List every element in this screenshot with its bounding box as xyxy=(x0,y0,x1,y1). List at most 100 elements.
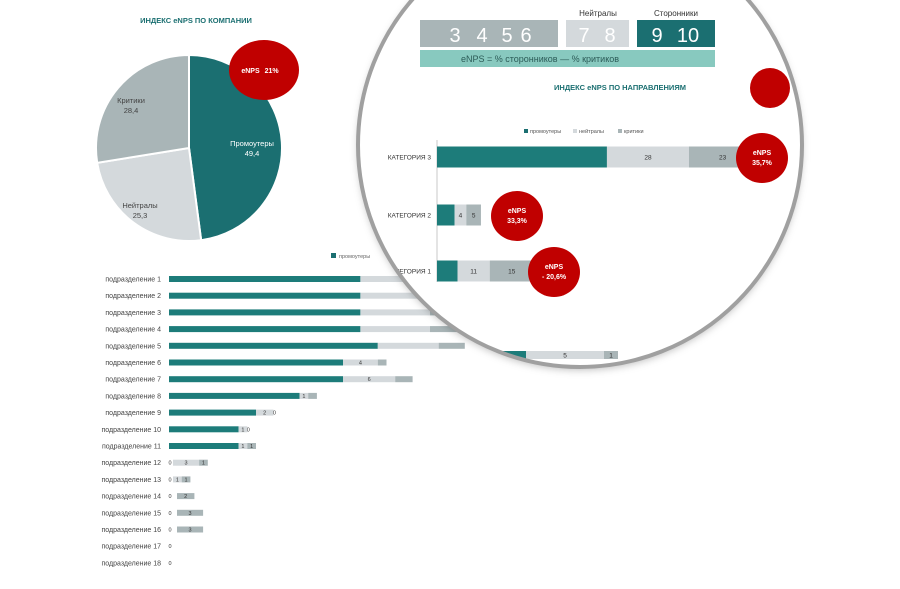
direction-bar-2 xyxy=(454,204,467,226)
division-bar-value: 3 xyxy=(189,528,192,534)
division-bar-1 xyxy=(169,292,361,299)
division-bar-3 xyxy=(199,459,208,466)
direction-chart-title: ИНДЕКС eNPS ПО НАПРАВЛЕНИЯМ xyxy=(554,83,686,92)
division-bar-value: 0 xyxy=(168,544,171,550)
division-bar-2 xyxy=(299,392,309,399)
division-bar-3 xyxy=(308,392,317,399)
divisions-bar-chart: подразделение 1 подразделение 2 подразделе… xyxy=(102,276,465,567)
direction-bar-3 xyxy=(466,204,481,226)
scale-digit: 8 xyxy=(604,25,615,47)
lens-bar-value: 5 xyxy=(501,387,505,394)
division-bar-2 xyxy=(360,292,430,299)
division-bar-1 xyxy=(169,426,239,433)
svg-text:eNPS 21%: eNPS 21% xyxy=(241,68,279,75)
direction-enps-badge xyxy=(528,247,580,297)
division-bar-2 xyxy=(173,476,182,483)
direction-enps-badge-value: 33,3% xyxy=(507,218,528,225)
lens-bar-segment xyxy=(465,368,540,376)
lens-bar-segment xyxy=(526,351,604,359)
direction-bar-1 xyxy=(437,260,458,282)
division-bar-value: 2 xyxy=(184,494,187,500)
lens-bar-segment xyxy=(465,385,540,393)
division-bar-value: 2 xyxy=(263,411,266,417)
pie-slice-3 xyxy=(95,53,190,164)
direction-bar-value: 5 xyxy=(472,213,476,220)
pie-slice-1 xyxy=(188,53,283,242)
division-bar-1 xyxy=(169,443,239,449)
lens-bar-value: 5 xyxy=(578,387,582,394)
direction-category-label: КАТЕГОРИЯ 3 xyxy=(388,155,432,162)
division-bar-value: 1 xyxy=(176,477,179,483)
division-bar-1 xyxy=(169,376,343,383)
direction-enps-badge xyxy=(736,133,788,183)
score-scale: 3 4 5 6 7 8 9 10 Нейтралы Сторонники eNPS = % с… xyxy=(420,9,715,67)
division-label: подразделение 3 xyxy=(105,310,161,317)
direction-enps-badge-value: - 20,6% xyxy=(542,274,567,281)
scale-digit: 10 xyxy=(677,25,699,47)
division-label: подразделение 9 xyxy=(105,410,161,417)
enps-formula: eNPS = % сторонников — % критиков xyxy=(461,54,619,64)
lens-bar-segment xyxy=(465,420,604,428)
division-bar-3 xyxy=(395,376,413,383)
division-bar-2 xyxy=(360,276,430,282)
pie-slice-value-1: 49,4 xyxy=(245,149,260,158)
division-bar-1 xyxy=(169,392,300,399)
division-bar-2 xyxy=(238,426,248,433)
lens-bar-segment xyxy=(378,420,465,428)
lens-bar-value: 2 xyxy=(554,370,558,377)
pie-slice-value-3: 28,4 xyxy=(124,106,139,115)
lens-bar-segment xyxy=(378,403,465,411)
lens-bar-segment xyxy=(540,385,619,393)
direction-bar-value: 15 xyxy=(508,269,516,276)
direction-bar-1 xyxy=(437,204,455,226)
division-label: подразделение 13 xyxy=(102,477,162,484)
watermark-text: Ак xyxy=(686,397,700,411)
direction-bar-value: 4 xyxy=(459,213,463,220)
division-bar-1 xyxy=(169,409,256,416)
division-bar-value: 0 xyxy=(168,494,171,500)
direction-category-label: КАТЕГОРИЯ 2 xyxy=(388,213,432,220)
division-label: подразделение 15 xyxy=(102,510,162,517)
scale-digit: 7 xyxy=(578,25,589,47)
direction-enps-badge-value: 35,7% xyxy=(752,160,773,167)
division-bar-3 xyxy=(377,359,387,366)
lens-bar-segment xyxy=(604,351,618,359)
pie-slice-value-2: 25,3 xyxy=(133,211,148,220)
division-label: подразделение 17 xyxy=(102,544,162,551)
lens-bar-segment xyxy=(378,385,465,393)
direction-enps-badge-label: eNPS xyxy=(753,150,772,157)
direction-bar-3 xyxy=(489,260,534,282)
scale-digit: 5 xyxy=(501,25,512,47)
scale-digit: 9 xyxy=(651,25,662,47)
division-bar-2 xyxy=(238,443,248,449)
svg-text:критики: критики xyxy=(624,129,644,135)
svg-text:нейтралы: нейтралы xyxy=(579,128,604,135)
division-bar-value: 3 xyxy=(185,461,188,467)
direction-bar-2 xyxy=(606,146,689,168)
division-bar-value: 1 xyxy=(302,394,305,400)
lens-bar-segment xyxy=(465,403,496,411)
division-bar-2 xyxy=(173,459,200,466)
division-label: подразделение 18 xyxy=(102,560,162,567)
division-bar-value: 4 xyxy=(359,361,362,367)
division-bar-2 xyxy=(360,309,430,316)
offscreen-enps-badge xyxy=(750,68,790,108)
division-bar-1 xyxy=(169,326,361,333)
scale-digit: 3 xyxy=(449,25,460,47)
division-bar-3 xyxy=(181,476,191,483)
division-bar-3 xyxy=(247,443,256,449)
division-bar-value: 6 xyxy=(368,377,371,383)
scale-digit: 4 xyxy=(476,25,487,47)
division-label: подразделение 1 xyxy=(105,277,161,284)
division-bar-value: 0 xyxy=(168,511,171,517)
division-label: подразделение 11 xyxy=(102,444,161,451)
division-bar-3 xyxy=(430,326,465,333)
lens-bar-value: 5 xyxy=(501,370,505,377)
division-bar-value: 0 xyxy=(273,411,276,417)
pie-slice-label-1: Промоутеры xyxy=(230,139,274,148)
direction-enps-badge xyxy=(491,191,543,241)
division-label: подразделение 12 xyxy=(102,460,162,467)
pie-slice-label-3: Критики xyxy=(117,96,145,105)
company-chart-title: ИНДЕКС eNPS ПО КОМПАНИИ xyxy=(140,16,252,25)
